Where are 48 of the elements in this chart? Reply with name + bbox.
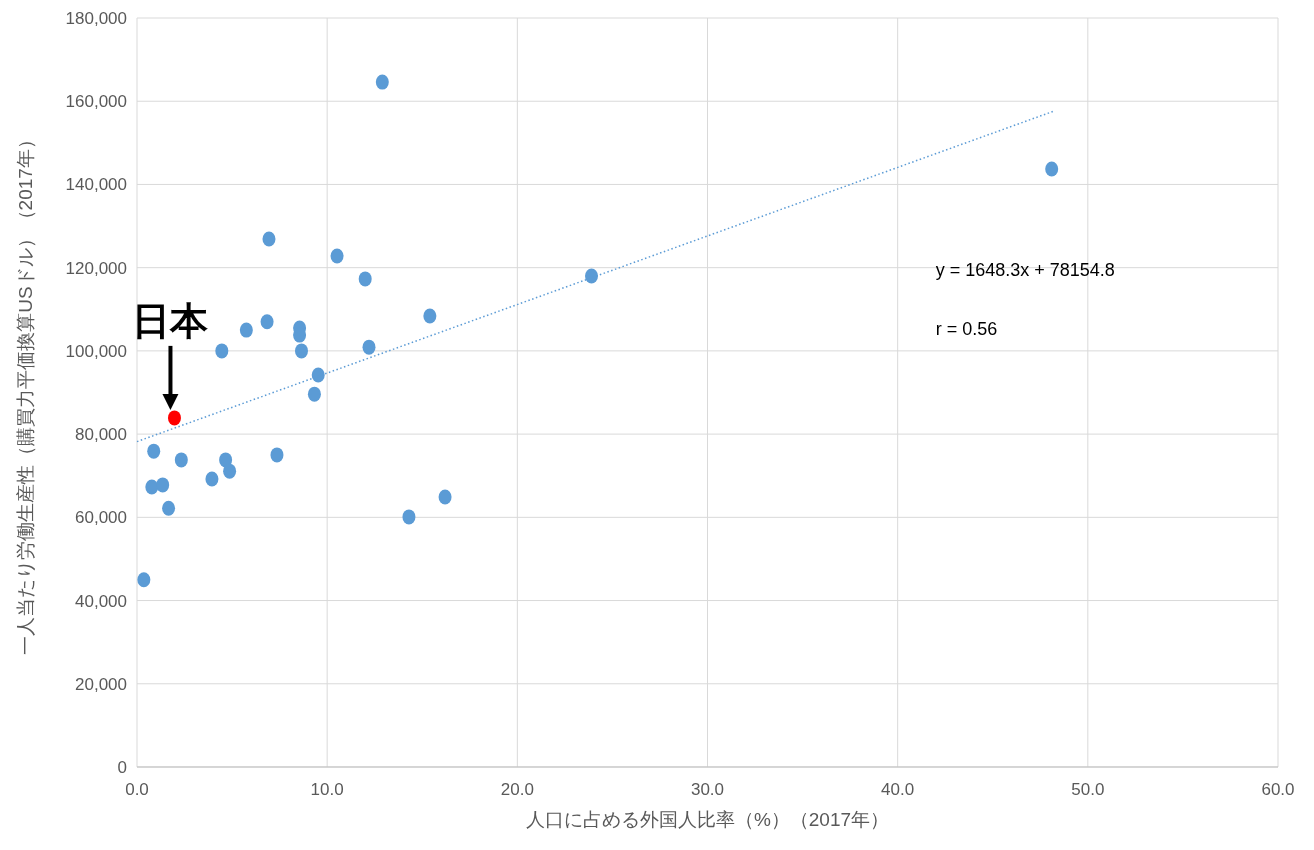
point [223, 463, 237, 479]
point [239, 322, 253, 338]
x-tick-label: 20.0 [500, 780, 534, 799]
y-tick-label: 160,000 [65, 92, 127, 112]
point [358, 271, 372, 287]
x-tick-label: 0.0 [125, 780, 149, 799]
point [375, 74, 389, 90]
x-tick-label: 60.0 [1261, 780, 1295, 799]
point [585, 268, 598, 284]
y-tick-label: 140,000 [65, 175, 127, 195]
point [137, 572, 151, 588]
x-tick-label: 30.0 [690, 780, 725, 799]
point [167, 410, 181, 426]
point [156, 477, 170, 493]
point [402, 509, 416, 525]
annotation: y = 1648.3x + 78154.8 [935, 259, 1115, 280]
point [260, 314, 274, 330]
y-tick-label: 100,000 [65, 341, 127, 361]
x-axis-title: 人口に占める外国人比率（%）（2017年） [525, 809, 890, 830]
y-tick-label: 80,000 [75, 425, 127, 445]
point [174, 452, 188, 468]
annotation: r = 0.56 [935, 318, 998, 339]
y-tick-label: 60,000 [75, 508, 127, 528]
y-tick-label: 120,000 [65, 258, 127, 278]
point [423, 308, 437, 324]
point [219, 452, 233, 468]
annotation: 日本 [132, 299, 209, 342]
point [362, 339, 376, 355]
point [438, 489, 452, 505]
point [330, 248, 344, 264]
y-axis-title: 一人当たり労働生産性（購買力平価換算USドル）（2017年） [15, 130, 36, 655]
point [262, 231, 276, 247]
x-tick-label: 40.0 [881, 780, 915, 799]
point [307, 386, 321, 402]
point [1045, 161, 1059, 177]
y-tick-label: 0 [117, 757, 127, 777]
x-tick-label: 10.0 [310, 780, 344, 799]
point [147, 443, 161, 459]
point [294, 343, 308, 359]
point [162, 500, 176, 516]
y-tick-label: 180,000 [65, 8, 127, 28]
point [270, 447, 284, 463]
x-tick-label: 50.0 [1071, 780, 1105, 799]
y-tick-label: 40,000 [75, 591, 127, 611]
point [215, 343, 229, 359]
point [311, 367, 325, 383]
point [205, 471, 219, 487]
y-tick-label: 20,000 [75, 674, 127, 694]
